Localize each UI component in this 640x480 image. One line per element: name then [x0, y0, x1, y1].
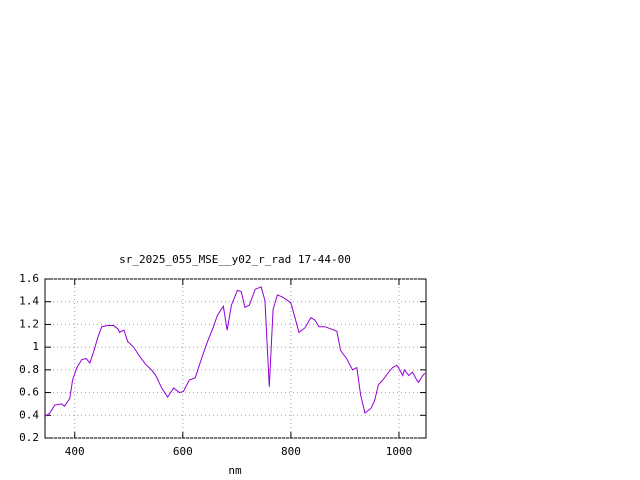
- x-tick-label: 1000: [386, 445, 413, 458]
- x-tick-label: 600: [173, 445, 193, 458]
- y-tick-label: 1.4: [19, 295, 39, 308]
- chart-title: sr_2025_055_MSE__y02_r_rad 17-44-00: [119, 253, 351, 266]
- plot-border: [44, 278, 427, 439]
- x-tick-label: 800: [281, 445, 301, 458]
- y-tick-label: 1: [32, 340, 39, 353]
- y-tick-label: 0.6: [19, 386, 39, 399]
- y-tick-label: 0.2: [19, 431, 39, 444]
- y-tick-label: 0.8: [19, 363, 39, 376]
- x-tick-label: 400: [65, 445, 85, 458]
- x-axis-label: nm: [228, 464, 242, 477]
- data-line: [44, 286, 426, 417]
- y-tick-label: 1.6: [19, 272, 39, 285]
- y-tick-label: 0.4: [19, 408, 39, 421]
- y-tick-label: 1.2: [19, 317, 39, 330]
